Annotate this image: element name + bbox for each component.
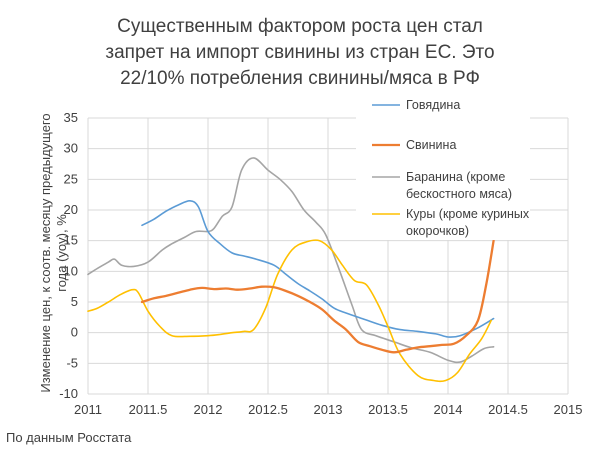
x-tick-label: 2013.5	[368, 402, 408, 417]
y-tick-label: 35	[64, 110, 78, 125]
chart-title-line: Существенным фактором роста цен стал	[117, 16, 483, 37]
x-tick-label: 2015	[554, 402, 583, 417]
series-line-1	[140, 239, 495, 354]
legend-label-1: Свинина	[406, 138, 456, 152]
series-line-2	[87, 157, 495, 364]
y-tick-label: 0	[71, 325, 78, 340]
series-lines	[87, 157, 495, 383]
y-tick-label: 30	[64, 141, 78, 156]
x-tick-label: 2011.5	[129, 402, 168, 417]
legend-label-2: Баранина (кроме	[406, 170, 505, 184]
x-tick-label: 2013	[314, 402, 343, 417]
x-axis-ticks: 2011 2011.5 2012 2012.5 2013 2013.5 2014 2014.5…	[74, 402, 582, 417]
y-tick-label: 20	[64, 202, 78, 217]
x-tick-label: 2012	[194, 402, 223, 417]
chart-title-line: 22/10% потребления свинины/мяса в РФ	[120, 68, 480, 89]
legend-label-2: бескостного мяса)	[406, 187, 512, 201]
y-axis-label-line: года (yoy), %	[54, 214, 69, 292]
y-tick-label: 5	[71, 294, 78, 309]
legend: Говядина Свинина Баранина (кроме бескостног…	[356, 90, 530, 240]
y-axis-label: Изменение цен, к соотв. месяцу предыдуще…	[38, 113, 69, 392]
legend-box	[356, 90, 530, 240]
y-tick-label: 10	[64, 263, 78, 278]
x-tick-label: 2012.5	[248, 402, 288, 417]
x-tick-label: 2011	[74, 402, 102, 417]
x-tick-label: 2014	[434, 402, 463, 417]
series-line-0	[141, 199, 495, 338]
y-tick-label: -5	[66, 355, 78, 370]
chart-title-line: запрет на импорт свинины из стран ЕС. Эт…	[105, 42, 494, 63]
legend-label-0: Говядина	[406, 98, 460, 112]
x-tick-label: 2014.5	[488, 402, 528, 417]
legend-label-3: Куры (кроме куриных	[406, 207, 530, 221]
y-tick-label: -10	[59, 386, 78, 401]
y-axis-label-line: Изменение цен, к соотв. месяцу предыдуще…	[38, 113, 53, 392]
y-axis-ticks: 35 30 25 20 15 10 5 0 -5 -10	[59, 110, 78, 401]
y-tick-label: 15	[64, 233, 78, 248]
source-note: По данным Росстата	[6, 430, 132, 445]
legend-label-3: окорочков)	[406, 224, 469, 238]
chart-title: Существенным фактором роста цен стал запр…	[105, 16, 494, 89]
y-tick-label: 25	[64, 171, 78, 186]
